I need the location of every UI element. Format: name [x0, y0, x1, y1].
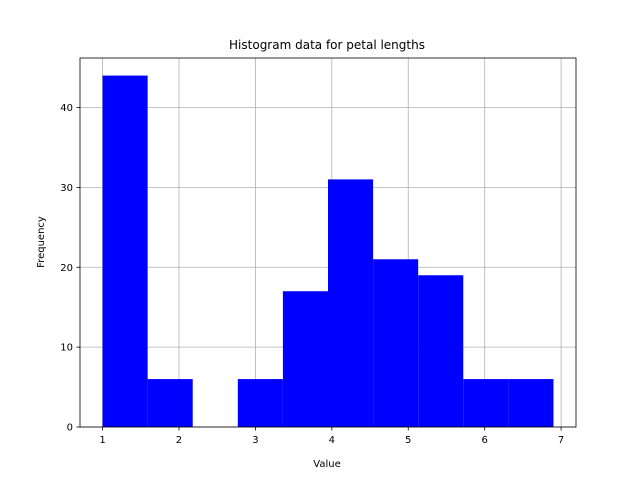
histogram-bar	[418, 275, 464, 427]
histogram-bar	[508, 379, 554, 427]
y-tick-label: 0	[67, 423, 73, 434]
y-axis-label: Frequency	[36, 216, 47, 268]
histogram-bar	[147, 379, 193, 427]
x-tick-label: 7	[558, 435, 564, 446]
histogram-bar	[463, 379, 509, 427]
histogram-bar	[373, 259, 419, 427]
y-axis-ticks: 0 10 20 30 40	[60, 103, 80, 434]
y-tick-label: 10	[60, 343, 73, 354]
plot-frame	[79, 57, 577, 428]
y-tick-label: 20	[60, 263, 73, 274]
x-tick-label: 1	[99, 435, 105, 446]
x-axis-ticks: 1 2 3 4 5 6 7	[99, 427, 564, 446]
histogram-bars	[102, 75, 554, 428]
histogram-bar	[237, 379, 283, 427]
x-tick-label: 4	[329, 435, 335, 446]
histogram-bar	[102, 75, 148, 428]
x-axis-label: Value	[313, 459, 340, 470]
y-tick-label: 40	[60, 103, 73, 114]
x-tick-label: 3	[252, 435, 258, 446]
x-tick-label: 6	[481, 435, 487, 446]
x-tick-label: 2	[176, 435, 182, 446]
chart-title: Histogram data for petal lengths	[229, 38, 425, 52]
y-tick-label: 30	[60, 183, 73, 194]
histogram-bar	[282, 291, 328, 427]
histogram-bar	[328, 179, 374, 427]
x-tick-label: 5	[405, 435, 411, 446]
